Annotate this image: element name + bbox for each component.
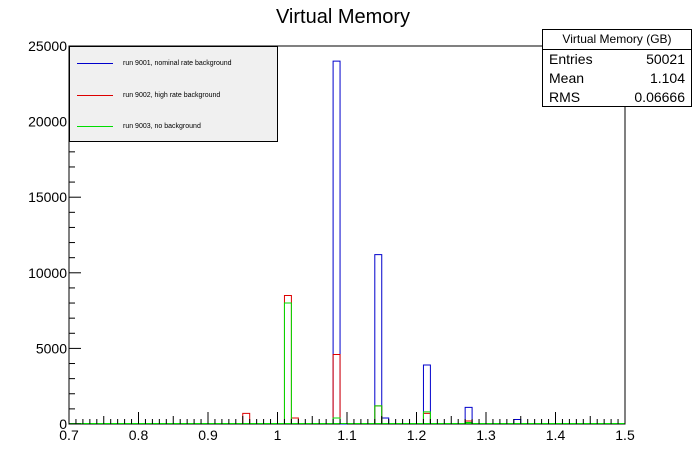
chart-title: Virtual Memory (276, 6, 410, 28)
legend: run 9001, nominal rate background run 90… (69, 46, 278, 142)
x-tick-label: 1.4 (546, 427, 566, 443)
legend-entry-run-9002: run 9002, high rate background (70, 88, 220, 102)
stats-label-mean: Mean (549, 70, 585, 86)
x-tick-label: 0.7 (59, 427, 79, 443)
bar-s1-5 (422, 412, 431, 424)
bar-s1-0 (242, 412, 251, 424)
x-tick-label: 0.8 (129, 427, 149, 443)
legend-label-run-9003: run 9003, no background (123, 122, 201, 130)
bar-s2-0 (283, 302, 292, 424)
stats-row-rms: RMS 0.06666 (543, 88, 691, 107)
legend-swatch-run-9001 (77, 62, 113, 64)
bar-s0-4 (422, 364, 431, 424)
stats-label-rms: RMS (549, 89, 581, 105)
bar-s0-2 (374, 254, 383, 424)
stats-row-entries: Entries 50021 (543, 50, 691, 69)
stats-label-entries: Entries (549, 51, 593, 67)
x-tick-label: 0.9 (198, 427, 218, 443)
bar-s0-0 (332, 60, 341, 424)
legend-entry-run-9001: run 9001, nominal rate background (70, 56, 232, 70)
x-tick-label: 1 (274, 427, 282, 443)
legend-label-run-9002: run 9002, high rate background (123, 91, 221, 99)
x-tick-label: 1.5 (615, 427, 635, 443)
legend-swatch-run-9003 (77, 125, 113, 127)
bar-s1-3 (332, 353, 341, 424)
x-tick-label: 1.1 (337, 427, 357, 443)
legend-swatch-run-9002 (77, 94, 113, 96)
legend-entry-run-9003: run 9003, no background (70, 119, 201, 133)
y-tick-label: 20000 (28, 114, 67, 130)
y-tick-label: 15000 (28, 189, 67, 205)
histogram-bars (69, 60, 625, 425)
stats-value-mean: 1.104 (649, 70, 685, 86)
bar-s1-1 (283, 294, 292, 424)
bar-s1-4 (374, 405, 383, 424)
bar-s2-3 (422, 411, 431, 424)
bar-s0-5 (464, 406, 473, 424)
stats-box: Virtual Memory (GB) Entries 50021 Mean 1… (542, 29, 692, 107)
stats-title: Virtual Memory (GB) (543, 30, 691, 50)
stats-value-rms: 0.06666 (634, 89, 685, 105)
bar-s2-2 (374, 405, 383, 424)
y-tick-label: 25000 (28, 38, 67, 54)
x-tick-label: 1.3 (476, 427, 496, 443)
y-tick-label: 5000 (36, 340, 67, 356)
x-axis-ticks: 0.7 0.8 0.9 1 1.1 1.2 1.3 1.4 1.5 (59, 412, 635, 443)
stats-value-entries: 50021 (646, 51, 685, 67)
x-tick-label: 1.2 (407, 427, 427, 443)
legend-label-run-9001: run 9001, nominal rate background (123, 59, 232, 67)
y-tick-label: 0 (59, 416, 67, 432)
stats-row-mean: Mean 1.104 (543, 69, 691, 88)
y-axis-ticks: 0 5000 10000 15000 20000 25000 (28, 38, 81, 432)
y-tick-label: 10000 (28, 265, 67, 281)
